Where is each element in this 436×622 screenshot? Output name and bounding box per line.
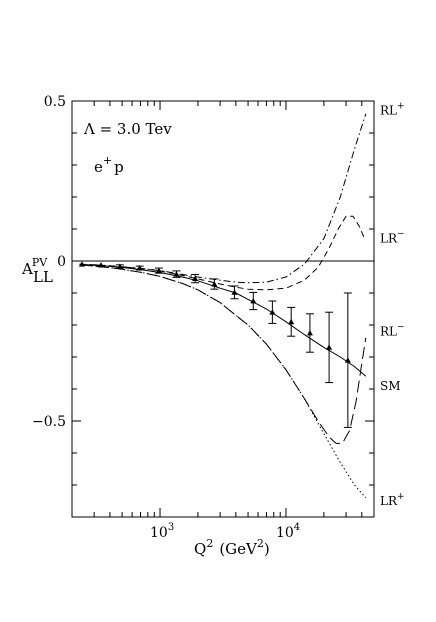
data-point bbox=[211, 281, 218, 287]
plot-frame bbox=[71, 100, 375, 518]
beam-annotation: e+ p bbox=[94, 154, 124, 176]
beam-sup: + bbox=[103, 154, 112, 167]
x-title-sup: 2 bbox=[206, 537, 213, 550]
series-line-sm bbox=[79, 263, 367, 377]
data-point bbox=[155, 267, 162, 273]
data-point bbox=[306, 330, 313, 336]
data-point bbox=[326, 344, 333, 350]
curve-label: LR+ bbox=[380, 492, 405, 508]
y-tick-label: 0 bbox=[57, 254, 66, 270]
data-point bbox=[344, 357, 351, 363]
data-point bbox=[231, 289, 238, 295]
x-tick-label: 103 bbox=[150, 522, 174, 541]
data-point bbox=[98, 262, 105, 268]
x-title-main: Q bbox=[194, 540, 206, 558]
x-title-unit-sup: 2 bbox=[257, 537, 264, 550]
curve-label: RL− bbox=[380, 322, 405, 338]
x-tick-exp: 4 bbox=[294, 522, 300, 533]
series-line-rl bbox=[79, 264, 367, 444]
y-axis-title-sub: LL bbox=[33, 268, 53, 286]
y-tick-label: −0.5 bbox=[32, 414, 66, 430]
curve-label-sup: + bbox=[397, 492, 405, 502]
y-title-main: A bbox=[21, 260, 33, 278]
curve-label-main: LR bbox=[380, 232, 398, 246]
curve-label-sup: + bbox=[397, 102, 405, 112]
series-line-lr bbox=[79, 215, 365, 291]
x-title-unit: (GeV bbox=[219, 540, 258, 558]
series-line-lr bbox=[79, 264, 367, 499]
y-title-sup: PV bbox=[32, 256, 48, 269]
data-point bbox=[116, 263, 123, 269]
data-point bbox=[250, 298, 257, 304]
curve-label-main: SM bbox=[380, 379, 401, 393]
x-tick-exp: 3 bbox=[168, 522, 174, 533]
curve-label-main: LR bbox=[380, 494, 398, 508]
curve-label: LR− bbox=[380, 230, 405, 246]
lambda-annotation: Λ = 3.0 Tev bbox=[83, 120, 172, 138]
beam-main: e bbox=[94, 158, 103, 176]
data-point bbox=[78, 261, 85, 267]
curve-label: RL+ bbox=[380, 102, 405, 118]
y-tick-label: 0.5 bbox=[44, 94, 66, 110]
x-tick-base: 10 bbox=[150, 525, 168, 541]
data-point bbox=[288, 318, 295, 325]
curve-label-main: RL bbox=[380, 324, 397, 338]
curve-label-main: RL bbox=[380, 104, 397, 118]
x-title-close: ) bbox=[264, 540, 270, 558]
data-point bbox=[192, 275, 199, 281]
beam-tail: p bbox=[114, 158, 124, 176]
x-tick-label: 104 bbox=[276, 522, 300, 541]
data-points bbox=[78, 261, 352, 428]
curve-label: SM bbox=[380, 379, 401, 393]
x-tick-base: 10 bbox=[276, 525, 294, 541]
plot-border bbox=[71, 100, 375, 518]
curve-label-sup: − bbox=[397, 230, 405, 240]
x-axis-title: Q2 (GeV2) bbox=[194, 537, 270, 558]
data-point bbox=[136, 265, 143, 271]
curve-label-sup: − bbox=[397, 322, 405, 332]
data-point bbox=[269, 309, 276, 315]
series-line-rl bbox=[79, 113, 367, 284]
y-axis-title: APV bbox=[21, 256, 48, 278]
data-point bbox=[173, 271, 180, 277]
